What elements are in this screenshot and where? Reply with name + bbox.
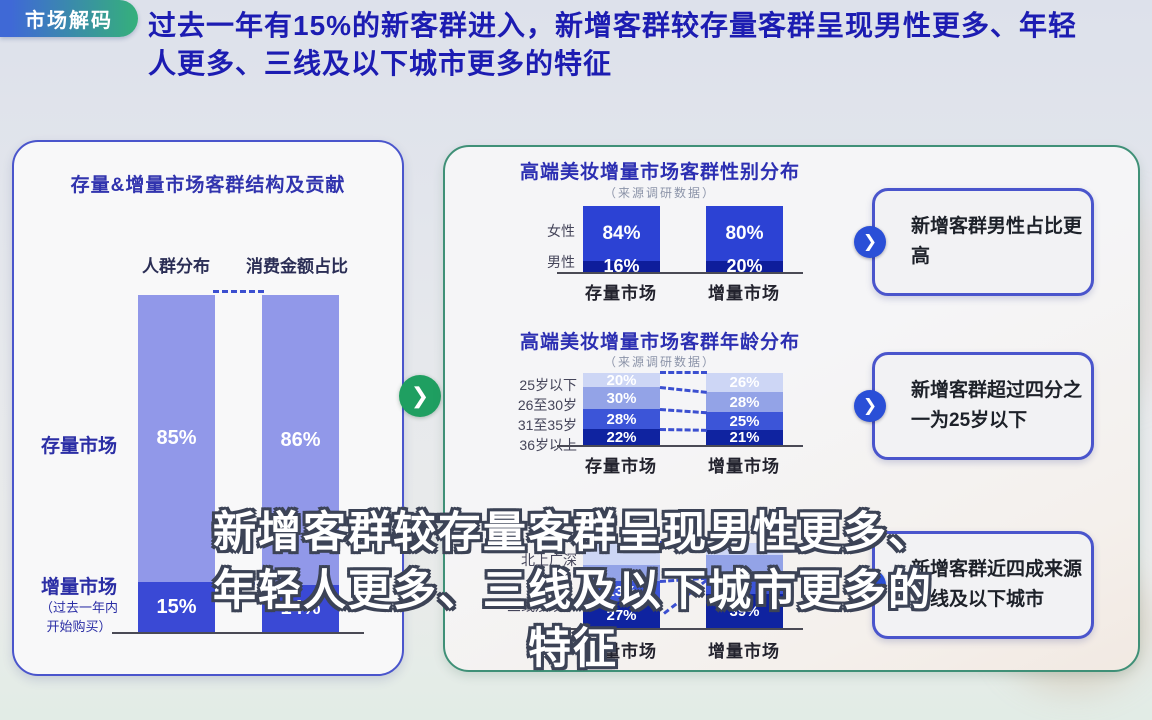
segment-tier3: 27% xyxy=(583,602,660,628)
age-xlabel-existing: 存量市场 xyxy=(585,457,657,476)
age-xlabel-new: 增量市场 xyxy=(708,457,780,476)
city-xlabel-existing: 存量市场 xyxy=(585,642,657,661)
segment-tier2 xyxy=(706,555,783,577)
gender-row-female: 女性 xyxy=(547,223,575,239)
gender-xlabel-existing: 存量市场 xyxy=(585,284,657,303)
gender-bar-existing: 84% 16% xyxy=(583,206,660,276)
segment-existing-people: 85% xyxy=(138,295,215,582)
city-bar-new: 39% xyxy=(706,543,783,628)
page-title-line1: 过去一年有15%的新客群进入，新增客群较存量客群呈现男性更多、年轻 xyxy=(148,10,1078,41)
video-subtitle-line3: 特征 xyxy=(528,625,618,673)
age-row-1: 25岁以下 xyxy=(519,377,577,393)
gender-chart-source: （来源调研数据） xyxy=(603,186,716,200)
city-row-tier3: 三线及以下 xyxy=(507,598,577,614)
segment-tier1 xyxy=(706,543,783,555)
left-chart-title: 存量&增量市场客群结构及贡献 xyxy=(70,175,346,196)
age-bar-existing: 20% 30% 28% 22% xyxy=(583,372,660,446)
segment-mid: 23% xyxy=(583,581,660,602)
segment-new-spend: 14% xyxy=(262,585,339,632)
gender-row-male: 男性 xyxy=(547,254,575,270)
video-subtitle-line2: 年轻人更多、三线及以下城市更多的 xyxy=(213,567,933,615)
left-chart-bar-people: 85% 15% xyxy=(138,295,215,633)
age-bar-new: 26% 28% 25% 21% xyxy=(706,373,783,446)
segment-under25: 20% xyxy=(583,372,660,389)
chevron-right-icon: ❯ xyxy=(854,226,886,258)
note-line2: 开始购买） xyxy=(46,619,112,634)
segment-26to30: 30% xyxy=(583,387,660,409)
left-chart-row-existing: 存量市场 xyxy=(40,436,117,457)
segment-31to35: 28% xyxy=(583,409,660,429)
callout-city-text: 新增客群近四成来源三线及以下城市 xyxy=(911,559,1083,610)
segment-over36: 21% xyxy=(706,429,783,446)
city-xlabel-new: 增量市场 xyxy=(708,642,780,661)
note-line1: （过去一年内 xyxy=(39,600,118,615)
age-chart-title: 高端美妆增量市场客群年龄分布 xyxy=(519,332,800,353)
left-chart-col2-header: 消费金额占比 xyxy=(246,257,348,276)
dashed-connector xyxy=(660,371,707,374)
segment-existing-spend: 86% xyxy=(262,295,339,585)
callout-gender: 新增客群男性占比更高 xyxy=(872,188,1094,296)
left-chart-baseline xyxy=(112,632,364,634)
segment-tier3: 39% xyxy=(706,594,783,628)
city-axis xyxy=(557,628,803,630)
gender-chart-title: 高端美妆增量市场客群性别分布 xyxy=(519,162,800,183)
left-chart-col1-header: 人群分布 xyxy=(142,257,210,276)
segment-female: 80% xyxy=(706,206,783,261)
chevron-right-icon: ❯ xyxy=(854,569,886,601)
dashed-connector xyxy=(660,541,707,544)
age-row-3: 31至35岁 xyxy=(517,417,577,433)
segment-new-people: 15% xyxy=(138,582,215,633)
age-axis xyxy=(557,445,803,447)
segment-male: 16% xyxy=(583,256,660,276)
segment-tier1 xyxy=(583,543,660,565)
callout-age: 新增客群超过四分之一为25岁以下 xyxy=(872,352,1094,460)
age-row-2: 26至30岁 xyxy=(517,397,577,413)
gender-axis xyxy=(557,272,803,274)
chevron-right-icon: ❯ xyxy=(854,390,886,422)
page-title: 过去一年有15%的新客群进入，新增客群较存量客群呈现男性更多、年轻 人更多、三线… xyxy=(148,7,1148,83)
segment-male: 20% xyxy=(706,256,783,276)
segment-31to35: 25% xyxy=(706,412,783,430)
city-bar-existing: 23% 27% xyxy=(583,543,660,628)
gender-bar-new: 80% 20% xyxy=(706,206,783,276)
segment-over36: 22% xyxy=(583,429,660,446)
city-row-tier1: 北上广深 xyxy=(521,552,577,568)
left-chart-row-new-note: （过去一年内 开始购买） xyxy=(17,598,141,636)
video-subtitle-line1: 新增客群较存量客群呈现男性更多、 xyxy=(213,509,933,557)
callout-city: 新增客群近四成来源三线及以下城市 xyxy=(872,531,1094,639)
age-row-4: 36岁以上 xyxy=(519,437,577,453)
callout-gender-text: 新增客群男性占比更高 xyxy=(911,216,1083,267)
segment-female: 84% xyxy=(583,206,660,261)
segment-tier2 xyxy=(583,565,660,581)
callout-age-text: 新增客群超过四分之一为25岁以下 xyxy=(911,380,1083,431)
segment-mid xyxy=(706,577,783,594)
section-badge: 市场解码 xyxy=(0,0,138,37)
page-title-line2: 人更多、三线及以下城市更多的特征 xyxy=(148,48,613,79)
left-chart-row-new: 增量市场 xyxy=(40,577,117,598)
segment-under25: 26% xyxy=(706,373,783,392)
dashed-connector xyxy=(213,290,264,293)
chevron-right-icon: ❯ xyxy=(399,375,441,417)
gender-xlabel-new: 增量市场 xyxy=(708,284,780,303)
segment-26to30: 28% xyxy=(706,392,783,412)
age-chart-source: （来源调研数据） xyxy=(603,355,716,369)
left-chart-bar-spend: 86% 14% xyxy=(262,295,339,632)
